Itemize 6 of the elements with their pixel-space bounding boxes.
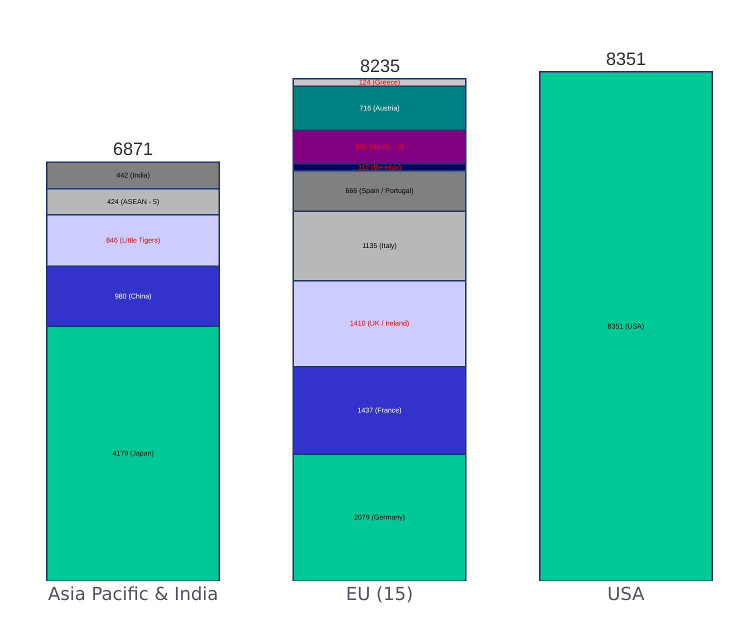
x-tick-label: USA: [607, 584, 646, 605]
total-label: 8351: [606, 49, 646, 69]
total-label: 8235: [360, 56, 400, 76]
total-label: 6871: [113, 139, 154, 159]
x-tick-label: EU (15): [346, 584, 414, 605]
x-tick-label: Asia Pacific & India: [48, 584, 218, 605]
